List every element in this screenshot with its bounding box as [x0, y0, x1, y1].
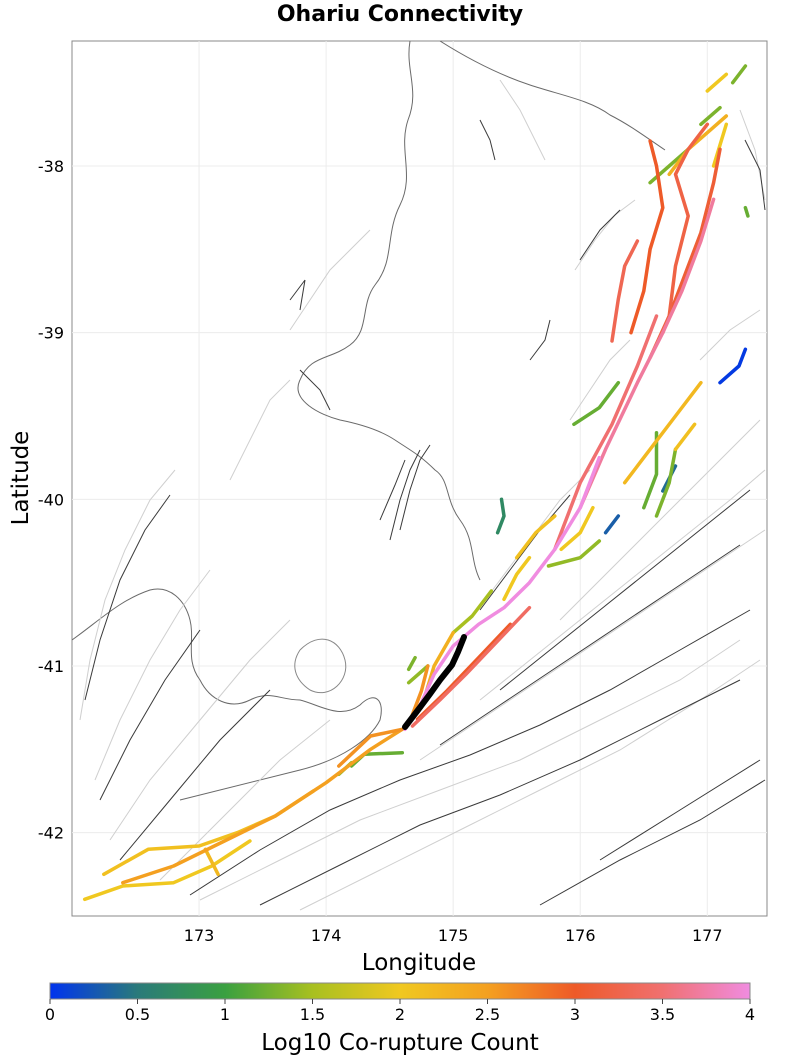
- colorbar-label: Log10 Co-rupture Count: [261, 1030, 538, 1056]
- colorbar-tick-label: 3.5: [650, 1005, 675, 1024]
- y-tick-label: -42: [38, 824, 64, 843]
- bay-of-plenty-coast: [439, 41, 666, 151]
- rupture-trace-napier: [718, 347, 748, 385]
- rupture-trace-taupo-b: [667, 114, 729, 177]
- x-tick-label: 177: [692, 926, 723, 945]
- rupture-trace-shepherds: [406, 664, 430, 685]
- y-tick-label: -38: [38, 157, 64, 176]
- rupture-trace-saunders: [514, 514, 557, 560]
- rupture-trace-whakatane: [661, 147, 722, 335]
- rupture-trace-dannevirke-a: [654, 447, 678, 518]
- rupture-trace-pahiatua: [495, 497, 506, 535]
- colorbar-tick-label: 0: [45, 1005, 55, 1024]
- rupture-trace-alpine-wairau: [121, 727, 405, 885]
- rupture-trace-ohariu-main: [403, 455, 602, 732]
- rupture-trace-ruataniwha: [572, 380, 621, 427]
- rupture-trace-edgecumbe: [699, 105, 722, 127]
- rupture-trace-poukawa: [622, 380, 703, 485]
- rupture-trace-heretaunga: [673, 422, 697, 452]
- rupture-trace-ruahine: [629, 139, 665, 335]
- rupture-trace-kaweka: [610, 239, 640, 343]
- rupture-trace-wellington-mid: [553, 314, 659, 552]
- coastline: [72, 41, 666, 801]
- colorbar-tick-label: 2: [395, 1005, 405, 1024]
- background-fault-network: [79, 79, 766, 911]
- colorbar-tick-label: 1.5: [300, 1005, 325, 1024]
- x-tick-label: 175: [438, 926, 469, 945]
- ohariu-fault-trace: [402, 634, 467, 730]
- x-tick-label: 173: [184, 926, 215, 945]
- colorbar-tick-label: 3: [570, 1005, 580, 1024]
- north-island-west-coast: [297, 41, 481, 581]
- rupture-trace-alpine-south-a: [82, 839, 252, 902]
- chart-title: Ohariu Connectivity: [276, 2, 524, 27]
- rupture-trace-dannevirke-b: [642, 430, 659, 510]
- marlborough-sounds: [294, 638, 347, 694]
- rupture-trace-otaki: [502, 555, 532, 602]
- y-tick-label: -39: [38, 324, 64, 343]
- rupture-traces: [82, 64, 750, 902]
- colorbar-tick-label: 2.5: [475, 1005, 500, 1024]
- rupture-trace-east-cape: [743, 205, 750, 218]
- rupture-trace-kapiti-link: [406, 655, 417, 672]
- rupture-trace-wairau-spur: [203, 847, 220, 877]
- rupture-trace-whakaari: [711, 122, 729, 168]
- rupture-trace-wellington-north: [578, 197, 716, 510]
- rupture-trace-awatere: [337, 727, 405, 768]
- rupture-trace-manawatu-b: [546, 539, 602, 568]
- colorbar-tick-label: 0.5: [125, 1005, 150, 1024]
- colorbar: [49, 982, 751, 1000]
- colorbar-ticks: 0 0.5 1 1.5 2 2.5 3 3.5 4: [45, 999, 755, 1024]
- x-tick-label: 176: [565, 926, 596, 945]
- y-tick-label: -41: [38, 657, 64, 676]
- plot-area: [71, 40, 768, 917]
- x-axis-ticks: 173 174 175 176 177: [184, 926, 723, 945]
- rupture-trace-matata: [705, 72, 729, 93]
- y-tick-label: -40: [38, 490, 64, 509]
- rupture-trace-wairarapa: [410, 605, 532, 728]
- y-axis-label: Latitude: [8, 431, 34, 526]
- rupture-trace-rangitaiki: [730, 64, 748, 85]
- south-island-north-coast: [72, 588, 382, 801]
- rupture-trace-manawatu-a: [559, 505, 595, 552]
- rupture-trace-waipukurau: [603, 514, 621, 535]
- x-axis-label: Longitude: [362, 950, 476, 976]
- x-tick-label: 174: [311, 926, 342, 945]
- y-axis-ticks: -38 -39 -40 -41 -42: [38, 157, 64, 843]
- colorbar-tick-label: 1: [220, 1005, 230, 1024]
- colorbar-tick-label: 4: [745, 1005, 755, 1024]
- rupture-trace-northern-ohariu: [451, 589, 494, 635]
